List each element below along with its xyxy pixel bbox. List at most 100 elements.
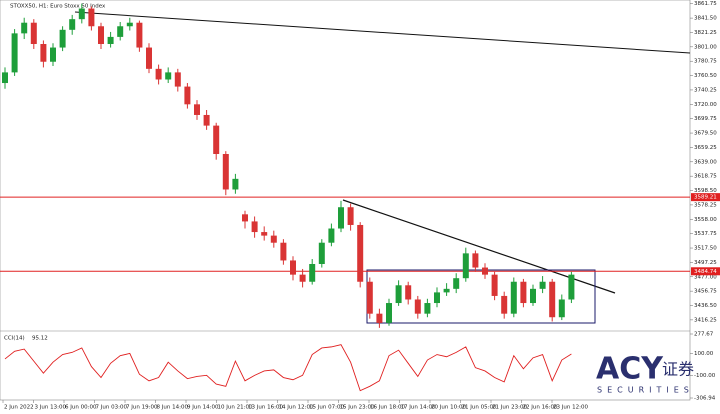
candle-body xyxy=(462,253,469,279)
x-tick-label: 10 Jun 21:00 xyxy=(218,405,253,411)
x-tick-label: 15 Jun 07:00 xyxy=(309,405,344,411)
y-tick-label: 3477.00 xyxy=(694,274,717,280)
indicator-value: 95.12 xyxy=(32,336,48,342)
indicator-name: CCI(14) xyxy=(4,336,25,342)
candle-body xyxy=(146,47,152,69)
candle-body xyxy=(30,22,37,44)
candle-body xyxy=(510,281,517,314)
candle-body xyxy=(453,278,460,289)
y-tick-label: 3821.25 xyxy=(694,30,717,36)
indicator-line xyxy=(4,344,572,392)
candle-body xyxy=(386,303,392,323)
y-tick-label: 3416.25 xyxy=(694,317,717,323)
candle-body xyxy=(69,19,76,30)
x-tick-label: 23 Jun 12:00 xyxy=(553,405,588,411)
candle-body xyxy=(2,72,8,84)
candle-body xyxy=(549,281,556,318)
candle-body xyxy=(347,207,354,225)
x-tick-label: 7 Jun 03:00 xyxy=(96,405,128,411)
candle-body xyxy=(395,285,402,304)
candle-body xyxy=(165,72,172,80)
candle-body xyxy=(184,86,191,105)
candle-body xyxy=(491,274,498,296)
y-tick-label: 3780.75 xyxy=(694,59,717,65)
candle-body xyxy=(405,285,412,300)
y-tick-label: 3801.00 xyxy=(694,44,717,50)
x-tick-label: 9 Jun 14:00 xyxy=(187,405,219,411)
chart-title: STOXX50, H1: Euro Stoxx 50 Index xyxy=(10,4,106,10)
y-tick-label: 3639.00 xyxy=(694,159,717,165)
candle-body xyxy=(232,178,239,190)
candle-body xyxy=(40,44,47,62)
candle-body xyxy=(558,299,565,318)
indicator-tick-label: 277.67 xyxy=(694,332,714,338)
candle-body xyxy=(155,68,162,80)
y-tick-label: 3699.75 xyxy=(694,116,717,122)
y-tick-label: 3598.50 xyxy=(694,188,717,194)
candle-body xyxy=(328,228,335,243)
indicator-tick-label: 100.00 xyxy=(694,351,714,357)
y-tick-label: 3537.75 xyxy=(694,231,717,237)
indicator-tick-label: -100.00 xyxy=(694,373,716,379)
candle-body xyxy=(318,242,325,264)
y-tick-label: 3659.25 xyxy=(694,145,717,151)
brand-sub: SECURITIES xyxy=(597,386,694,395)
level-tag xyxy=(691,193,720,202)
candle-body xyxy=(366,281,373,314)
candle-body xyxy=(414,299,421,314)
candle-body xyxy=(338,207,344,229)
candle-body xyxy=(309,264,316,282)
candle-body xyxy=(568,274,575,300)
candle-body xyxy=(136,22,143,48)
candle-body xyxy=(78,8,85,20)
x-tick-label: 3 Jun 13:00 xyxy=(35,405,67,411)
y-tick-label: 3578.25 xyxy=(694,202,717,208)
candle-body xyxy=(261,232,268,236)
candle-body xyxy=(290,260,296,275)
x-tick-label: 6 Jun 00:00 xyxy=(65,405,97,411)
candle-body xyxy=(213,125,220,154)
trendline xyxy=(74,11,691,54)
candle-body xyxy=(107,36,114,44)
candle-body xyxy=(434,292,440,304)
x-tick-label: 21 Jun 23:00 xyxy=(492,405,527,411)
candle-body xyxy=(59,29,66,48)
candle-body xyxy=(443,288,450,293)
candle-body xyxy=(203,114,210,126)
y-tick-label: 3861.75 xyxy=(694,1,717,7)
brand-cn: 证券 xyxy=(662,360,694,379)
candle-body xyxy=(472,253,479,268)
candle-body xyxy=(88,8,95,27)
candle-body xyxy=(174,72,181,87)
x-tick-label: 7 Jun 19:00 xyxy=(126,405,158,411)
candle-body xyxy=(280,242,287,261)
brand: ACY xyxy=(596,352,664,387)
candle-body xyxy=(376,313,383,323)
candle-body xyxy=(21,22,28,34)
candle-body xyxy=(194,104,200,115)
candle-body xyxy=(357,224,364,282)
x-tick-label: 20 Jun 10:00 xyxy=(431,405,466,411)
candle-body xyxy=(11,33,18,73)
candle-body xyxy=(520,281,527,304)
y-tick-label: 3618.75 xyxy=(694,174,717,180)
x-tick-label: 2 Jun 2022 xyxy=(4,405,34,411)
x-tick-label: 15 Jun 23:00 xyxy=(340,405,375,411)
candle-body xyxy=(424,303,431,314)
candle-body xyxy=(299,274,306,282)
y-tick-label: 3841.50 xyxy=(694,16,717,22)
candle-body xyxy=(482,267,488,275)
y-tick-label: 3497.25 xyxy=(694,260,717,266)
candle-body xyxy=(98,26,104,44)
candle-body xyxy=(530,288,536,304)
y-tick-label: 3760.50 xyxy=(694,73,717,79)
plot-frame xyxy=(0,0,691,401)
candle-body xyxy=(270,235,277,243)
candle-body xyxy=(126,22,133,27)
candle-body xyxy=(539,281,546,289)
y-tick-label: 3558.00 xyxy=(694,217,717,223)
candle-body xyxy=(50,47,56,62)
y-tick-label: 3720.00 xyxy=(694,102,717,108)
y-tick-label: 3517.50 xyxy=(694,246,717,252)
